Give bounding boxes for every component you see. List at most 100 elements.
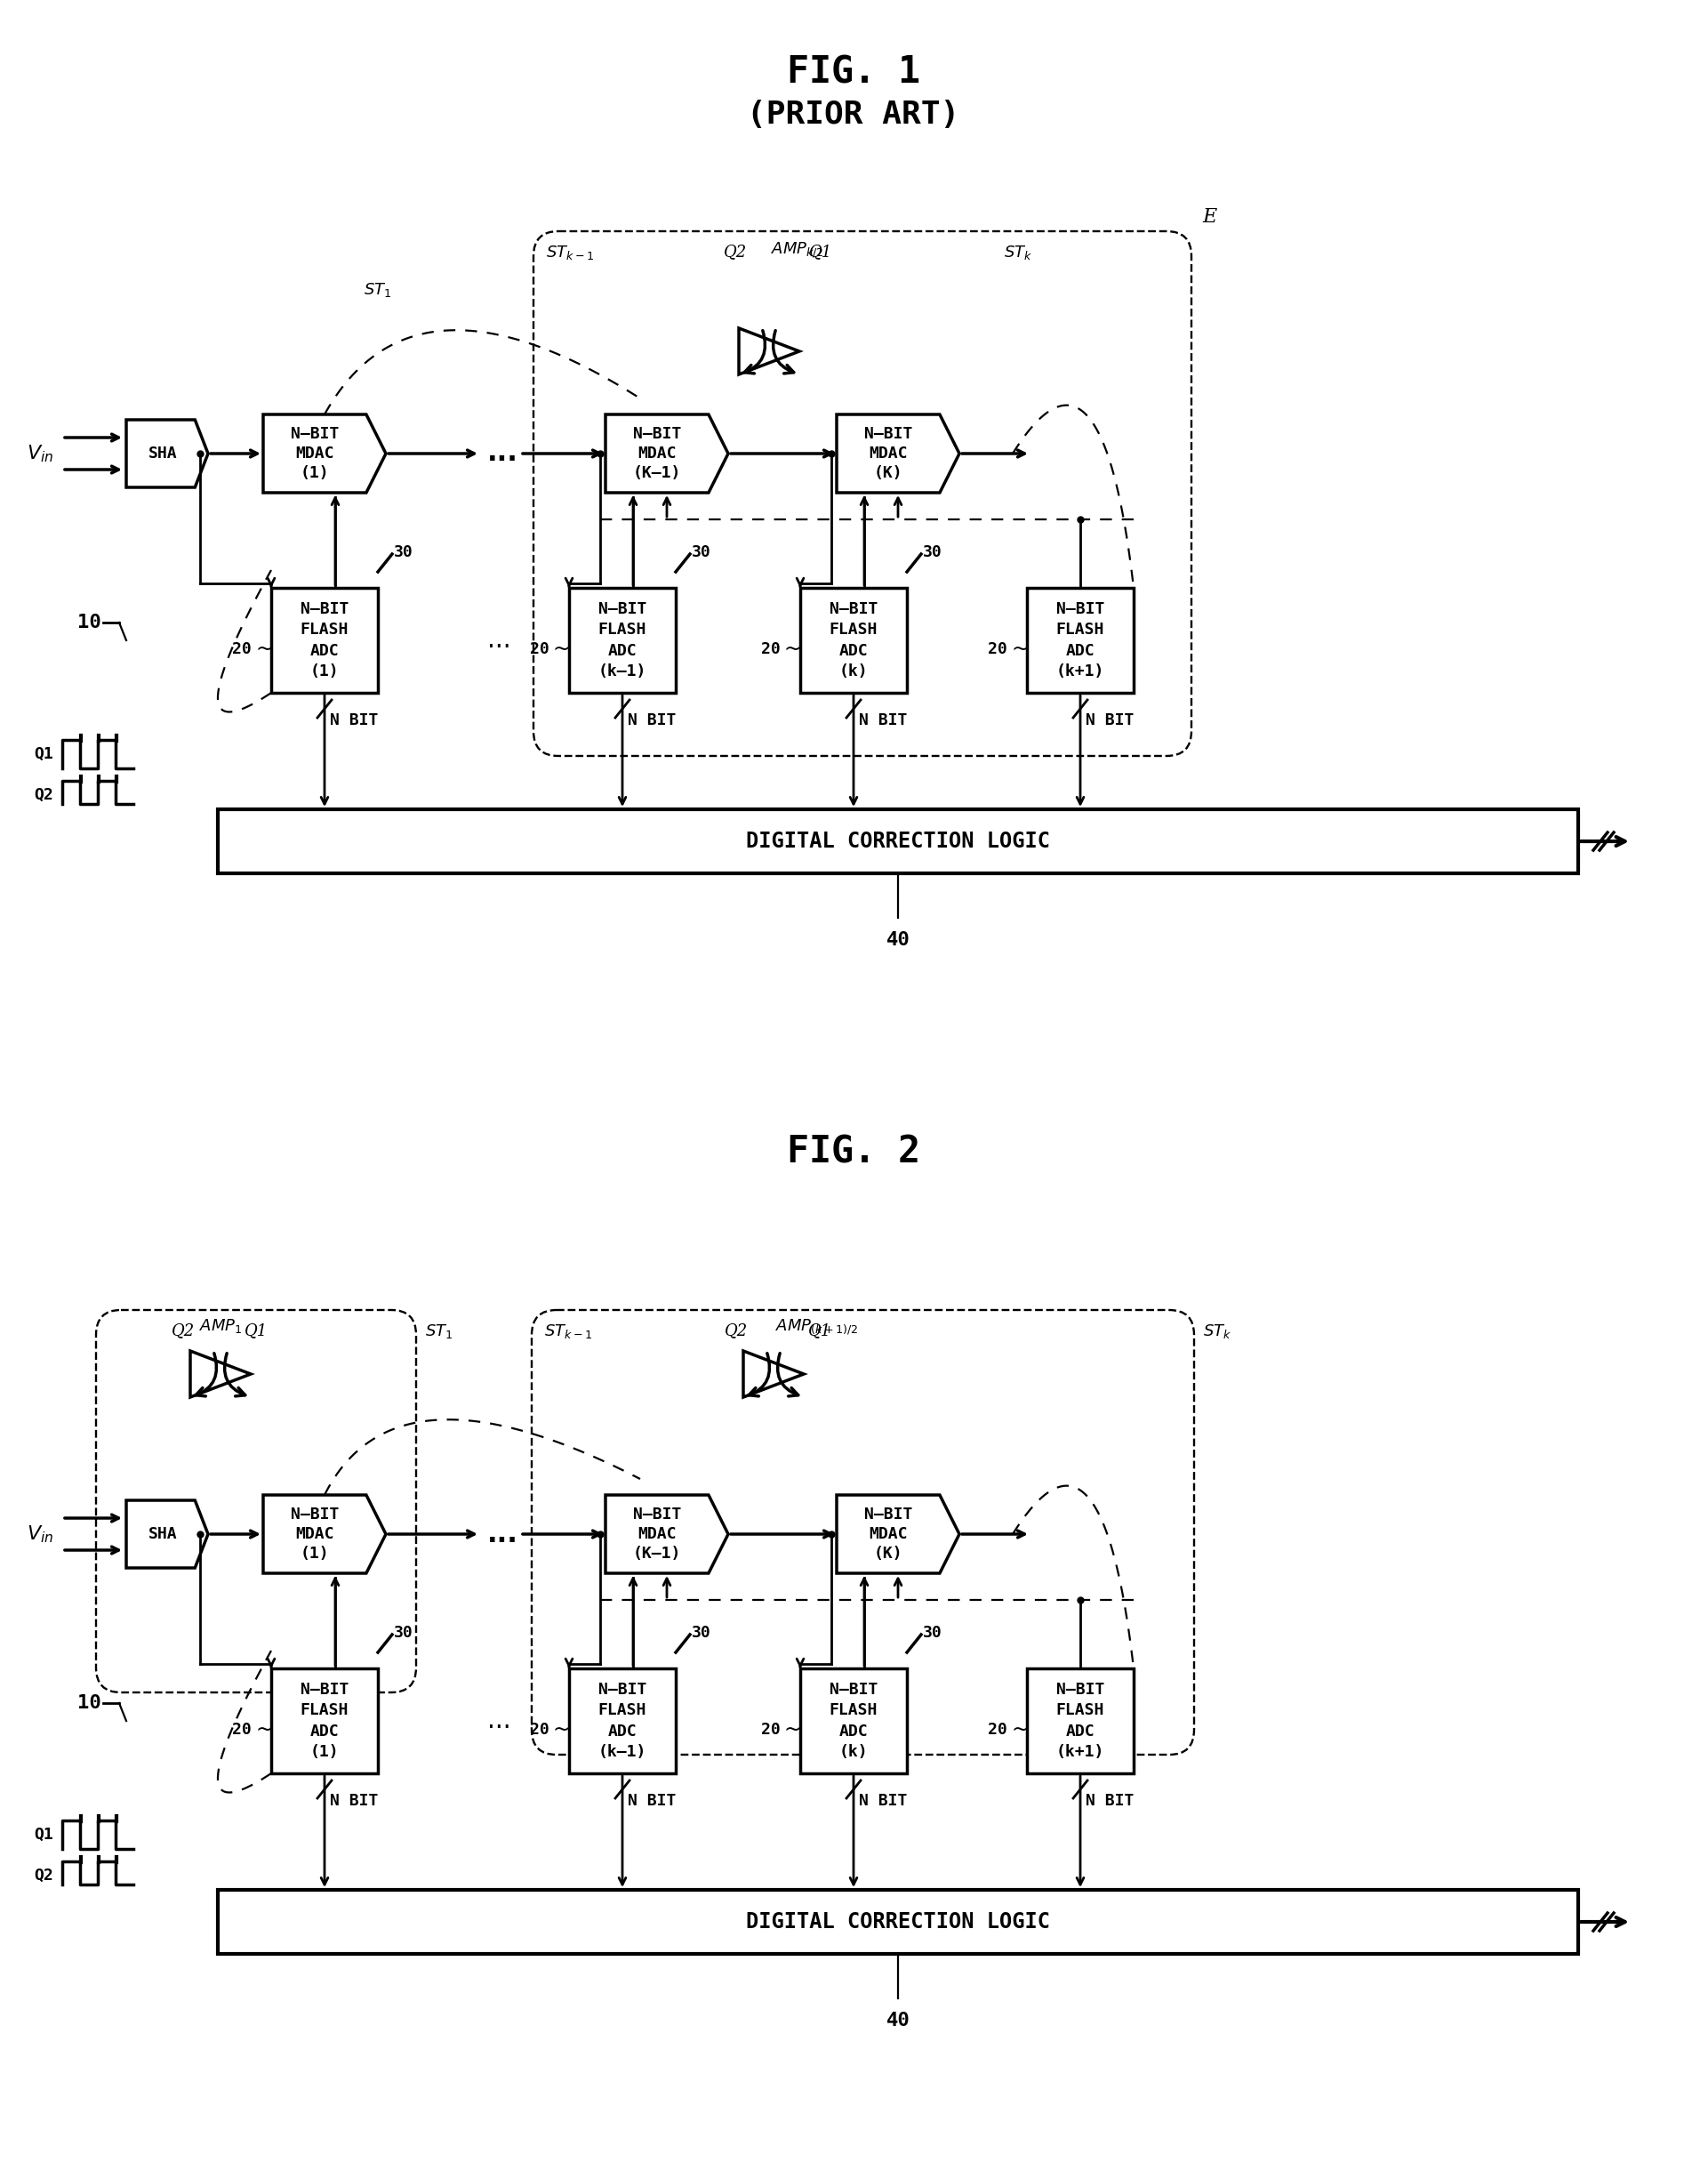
Text: 20: 20 bbox=[529, 640, 550, 658]
Text: (k+1): (k+1) bbox=[1056, 664, 1105, 680]
Text: 20: 20 bbox=[762, 1723, 781, 1738]
Text: N BIT: N BIT bbox=[330, 712, 377, 727]
Text: Q2: Q2 bbox=[724, 1322, 748, 1339]
Text: N–BIT: N–BIT bbox=[290, 1507, 338, 1522]
FancyArrowPatch shape bbox=[745, 331, 765, 372]
FancyArrowPatch shape bbox=[774, 331, 794, 372]
Polygon shape bbox=[606, 414, 728, 492]
Text: ADC: ADC bbox=[608, 1723, 637, 1740]
Text: ADC: ADC bbox=[839, 643, 868, 658]
Text: Q2: Q2 bbox=[34, 1867, 53, 1884]
Text: N–BIT: N–BIT bbox=[598, 1681, 647, 1697]
Bar bbox=[219, 1891, 1578, 1954]
Text: ADC: ADC bbox=[311, 1723, 338, 1740]
Polygon shape bbox=[126, 420, 208, 488]
Text: (K–1): (K–1) bbox=[634, 466, 681, 481]
Text: Q1: Q1 bbox=[34, 747, 53, 762]
Text: 10: 10 bbox=[77, 1694, 101, 1712]
Text: N–BIT: N–BIT bbox=[830, 1681, 878, 1697]
Polygon shape bbox=[190, 1350, 251, 1396]
Text: FLASH: FLASH bbox=[301, 1703, 348, 1718]
FancyArrowPatch shape bbox=[196, 1353, 217, 1396]
Text: 20: 20 bbox=[987, 1723, 1008, 1738]
Text: 20: 20 bbox=[762, 640, 781, 658]
Text: $V_{in}$: $V_{in}$ bbox=[26, 1525, 53, 1544]
Text: ADC: ADC bbox=[839, 1723, 868, 1740]
Text: Q1: Q1 bbox=[34, 1827, 53, 1843]
Text: FLASH: FLASH bbox=[301, 623, 348, 638]
Text: 30: 30 bbox=[395, 1625, 413, 1640]
Polygon shape bbox=[263, 414, 386, 492]
Text: N BIT: N BIT bbox=[1086, 1792, 1134, 1810]
Text: DIGITAL CORRECTION LOGIC: DIGITAL CORRECTION LOGIC bbox=[746, 830, 1050, 852]
Text: MDAC: MDAC bbox=[869, 446, 907, 462]
Text: N–BIT: N–BIT bbox=[290, 427, 338, 442]
Text: Q2: Q2 bbox=[171, 1322, 195, 1339]
Text: (K): (K) bbox=[874, 1546, 904, 1562]
Text: 20: 20 bbox=[232, 1723, 251, 1738]
Text: (PRIOR ART): (PRIOR ART) bbox=[746, 100, 960, 131]
Text: 20: 20 bbox=[529, 1723, 550, 1738]
Bar bbox=[569, 1668, 676, 1773]
Polygon shape bbox=[606, 1494, 728, 1573]
Polygon shape bbox=[740, 329, 799, 375]
Text: (1): (1) bbox=[301, 466, 330, 481]
Text: $ST_1$: $ST_1$ bbox=[425, 1322, 453, 1339]
Text: N–BIT: N–BIT bbox=[1056, 601, 1105, 616]
Text: 20: 20 bbox=[987, 640, 1008, 658]
Text: E: E bbox=[1202, 207, 1216, 227]
Text: 20: 20 bbox=[232, 640, 251, 658]
Text: FLASH: FLASH bbox=[830, 623, 878, 638]
Text: Q1: Q1 bbox=[244, 1322, 268, 1339]
Text: MDAC: MDAC bbox=[637, 446, 676, 462]
Bar bbox=[569, 588, 676, 693]
Bar bbox=[219, 810, 1578, 873]
Text: ...: ... bbox=[487, 1708, 511, 1734]
Polygon shape bbox=[837, 414, 960, 492]
Text: $AMP_{(k+1)/2}$: $AMP_{(k+1)/2}$ bbox=[775, 1318, 857, 1337]
Text: N–BIT: N–BIT bbox=[1056, 1681, 1105, 1697]
Text: N BIT: N BIT bbox=[859, 712, 907, 727]
Bar bbox=[1027, 588, 1134, 693]
Text: (K–1): (K–1) bbox=[634, 1546, 681, 1562]
Text: (1): (1) bbox=[311, 1745, 338, 1760]
Text: ~: ~ bbox=[1011, 638, 1028, 660]
Text: N BIT: N BIT bbox=[629, 712, 676, 727]
Text: $AMP_{k/2}$: $AMP_{k/2}$ bbox=[770, 240, 823, 259]
Text: N BIT: N BIT bbox=[330, 1792, 377, 1810]
Text: Q2: Q2 bbox=[724, 244, 746, 259]
Text: N–BIT: N–BIT bbox=[634, 427, 681, 442]
Text: FLASH: FLASH bbox=[598, 623, 647, 638]
Text: 30: 30 bbox=[692, 1625, 711, 1640]
Text: (k–1): (k–1) bbox=[598, 664, 647, 680]
Text: $ST_{k-1}$: $ST_{k-1}$ bbox=[545, 1322, 593, 1339]
Text: FLASH: FLASH bbox=[1056, 1703, 1105, 1718]
Text: FLASH: FLASH bbox=[830, 1703, 878, 1718]
Text: SHA: SHA bbox=[149, 446, 178, 462]
Text: 30: 30 bbox=[922, 544, 943, 560]
Bar bbox=[801, 588, 907, 693]
Text: ~: ~ bbox=[784, 1718, 801, 1740]
Text: N BIT: N BIT bbox=[1086, 712, 1134, 727]
Text: $ST_1$: $ST_1$ bbox=[364, 281, 391, 298]
Polygon shape bbox=[263, 1494, 386, 1573]
Text: ADC: ADC bbox=[1066, 1723, 1095, 1740]
Text: 30: 30 bbox=[395, 544, 413, 560]
Text: Q1: Q1 bbox=[810, 244, 832, 259]
Text: ...: ... bbox=[487, 627, 511, 653]
Text: N–BIT: N–BIT bbox=[634, 1507, 681, 1522]
Text: $ST_k$: $ST_k$ bbox=[1202, 1322, 1231, 1339]
Text: (k+1): (k+1) bbox=[1056, 1745, 1105, 1760]
Bar bbox=[801, 1668, 907, 1773]
Text: ADC: ADC bbox=[608, 643, 637, 658]
Text: N–BIT: N–BIT bbox=[301, 1681, 348, 1697]
Text: ADC: ADC bbox=[311, 643, 338, 658]
Text: ADC: ADC bbox=[1066, 643, 1095, 658]
Text: N–BIT: N–BIT bbox=[864, 427, 912, 442]
Text: N–BIT: N–BIT bbox=[598, 601, 647, 616]
Text: 30: 30 bbox=[922, 1625, 943, 1640]
Bar bbox=[272, 588, 377, 693]
Text: $ST_k$: $ST_k$ bbox=[1004, 244, 1032, 261]
Text: MDAC: MDAC bbox=[869, 1527, 907, 1542]
Text: MDAC: MDAC bbox=[295, 1527, 335, 1542]
